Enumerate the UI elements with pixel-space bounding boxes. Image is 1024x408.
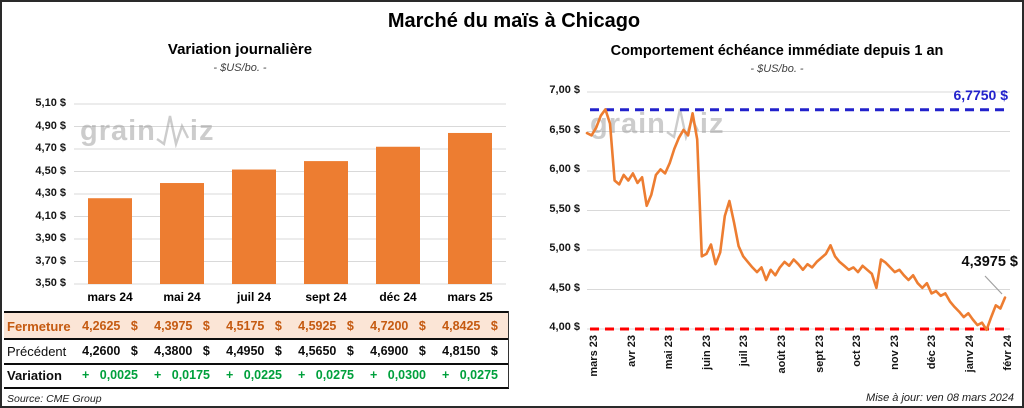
y-tick-label: 3,70 $ <box>35 254 66 267</box>
y-tick-label: 4,30 $ <box>35 187 66 199</box>
table-cell: + 0,0275 <box>297 368 354 382</box>
y-tick-label: 3,50 $ <box>35 277 66 289</box>
table-header-cell: mars 25 <box>447 290 493 304</box>
table-header-cell: mars 24 <box>87 290 133 304</box>
y-tick-label: 5,00 $ <box>549 242 580 254</box>
x-tick-label: mai 23 <box>663 335 676 370</box>
y-tick-label: 7,00 $ <box>549 84 580 96</box>
y-tick-label: 3,90 $ <box>35 232 66 244</box>
table-divider <box>4 311 509 313</box>
table-header-cell: déc 24 <box>379 290 417 304</box>
y-tick-label: 4,50 $ <box>549 281 580 294</box>
table-divider <box>4 338 509 340</box>
table-cell: 4,7200 $ <box>370 319 426 333</box>
table-cell: + 0,0300 <box>369 368 426 382</box>
table-row-label: Variation <box>7 368 62 383</box>
y-tick-label: 4,00 $ <box>549 321 580 333</box>
y-tick-label: 4,70 $ <box>35 142 66 154</box>
watermark-text: iz <box>699 107 725 140</box>
x-tick-label: août 23 <box>776 335 788 374</box>
table-row-label: Fermeture <box>7 319 71 334</box>
bar-chart-title: Variation journalière <box>167 41 313 58</box>
table-cell: 4,3975 $ <box>154 319 210 333</box>
page-title: Marché du maïs à Chicago <box>387 10 641 32</box>
x-tick-label: sept 23 <box>813 335 826 373</box>
table-right-border <box>508 311 509 388</box>
watermark-zigzag-icon <box>156 115 189 148</box>
fermeture-row-highlight <box>4 313 509 338</box>
table-cell: 4,6900 $ <box>370 344 426 358</box>
table-cell: 4,2600 $ <box>82 344 138 358</box>
table-cell: 4,8150 $ <box>442 344 498 358</box>
price-line <box>585 108 1007 332</box>
table-cell: 4,5175 $ <box>226 319 282 333</box>
table-row-label: Précédent <box>7 344 67 359</box>
x-tick-label: oct 23 <box>851 335 864 367</box>
watermark: grain iz <box>80 114 214 148</box>
source-note: Source: CME Group <box>7 393 102 405</box>
y-tick-label: 5,10 $ <box>35 97 66 109</box>
x-tick-label: mars 23 <box>588 335 600 377</box>
bar <box>232 169 276 284</box>
bar <box>304 161 348 284</box>
high-reference-label: 6,7750 $ <box>953 87 1009 103</box>
x-tick-label: févr 24 <box>1001 335 1014 371</box>
last-price-annotation: 4,3975 $ <box>961 254 1018 270</box>
table-cell: + 0,0175 <box>153 368 210 382</box>
table-divider <box>4 387 509 389</box>
table-cell: 4,3800 $ <box>154 344 210 358</box>
line-chart-title: Comportement échéance immédiate depuis 1… <box>610 43 944 59</box>
line-chart-subtitle: - $US/bo. - <box>750 63 804 75</box>
table-divider <box>4 363 509 365</box>
table-header-cell: mai 24 <box>163 290 201 304</box>
table-cell: 4,2625 $ <box>82 319 138 333</box>
bar-chart-subtitle: - $US/bo. - <box>213 62 267 74</box>
y-tick-label: 4,10 $ <box>35 209 66 222</box>
x-tick-label: nov 23 <box>888 335 901 370</box>
table-cell: 4,8425 $ <box>442 319 498 333</box>
update-note: Mise à jour: ven 08 mars 2024 <box>866 392 1014 404</box>
annotation-leader-line <box>984 275 1003 295</box>
table-header-cell: sept 24 <box>305 290 347 304</box>
table-cell: + 0,0225 <box>225 368 282 382</box>
bar <box>448 132 492 284</box>
table-cell: + 0,0025 <box>81 368 138 382</box>
watermark-text: iz <box>189 114 215 147</box>
table-cell: 4,4950 $ <box>226 344 282 358</box>
y-tick-label: 4,50 $ <box>35 164 66 177</box>
x-tick-label: déc 23 <box>926 335 939 370</box>
table-cell: 4,5925 $ <box>298 319 354 333</box>
bar <box>376 146 420 284</box>
watermark-text: grain <box>80 114 156 147</box>
x-tick-label: juil 23 <box>738 335 751 367</box>
bar <box>160 183 204 284</box>
table-cell: + 0,0275 <box>441 368 498 382</box>
table-cell: 4,5650 $ <box>298 344 354 358</box>
y-tick-label: 4,90 $ <box>35 119 66 132</box>
x-tick-label: janv 24 <box>964 335 976 373</box>
x-tick-label: avr 23 <box>625 335 638 367</box>
bar <box>88 198 132 284</box>
y-tick-label: 6,00 $ <box>549 163 580 175</box>
y-tick-label: 6,50 $ <box>549 123 580 136</box>
table-header-cell: juil 24 <box>236 290 271 304</box>
y-tick-label: 5,50 $ <box>549 202 580 215</box>
x-tick-label: juin 23 <box>700 335 713 370</box>
